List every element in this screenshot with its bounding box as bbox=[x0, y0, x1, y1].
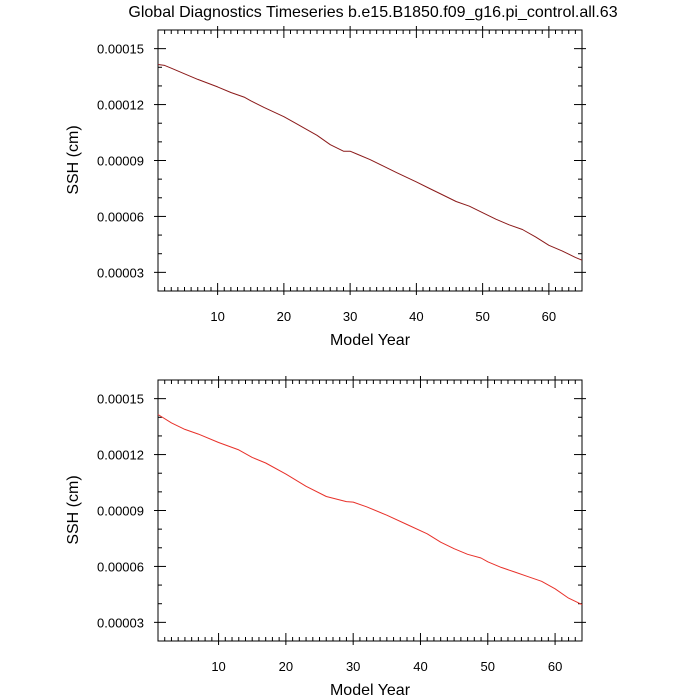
y-tick-label: 0.00015 bbox=[97, 42, 144, 57]
y-axis-label-bottom: SSH (cm) bbox=[65, 475, 82, 544]
x-tick-label: 30 bbox=[346, 659, 360, 674]
x-tick-label: 30 bbox=[343, 309, 357, 324]
y-tick-labels-bottom: 0.00003 0.00006 0.00009 0.00012 0.00015 bbox=[97, 392, 144, 631]
chart-title: Global Diagnostics Timeseries b.e15.B185… bbox=[128, 4, 617, 21]
y-tick-label: 0.00015 bbox=[97, 392, 144, 407]
x-tick-labels-bottom: 10 20 30 40 50 60 bbox=[211, 659, 562, 674]
series-line bbox=[157, 64, 583, 261]
panel-bottom: 10 20 30 40 50 60 0.00003 0.00006 0.00009 0.0001… bbox=[65, 376, 586, 699]
x-tick-label: 50 bbox=[475, 309, 489, 324]
x-tick-label: 10 bbox=[210, 309, 224, 324]
y-tick-label: 0.00012 bbox=[97, 448, 144, 463]
plot-frame-top bbox=[157, 29, 583, 292]
x-tick-label: 60 bbox=[548, 659, 562, 674]
plot-frame-bottom bbox=[157, 379, 583, 642]
panel-top: 10 20 30 40 50 60 0.00003 0.00006 0.00009 0.0001… bbox=[65, 26, 586, 349]
x-tick-label: 20 bbox=[277, 309, 291, 324]
ticks-top bbox=[154, 26, 586, 295]
x-tick-label: 40 bbox=[413, 659, 427, 674]
y-axis-label-top: SSH (cm) bbox=[65, 125, 82, 194]
series-bottom bbox=[157, 414, 583, 606]
ticks-bottom bbox=[154, 376, 586, 645]
y-tick-label: 0.00009 bbox=[97, 154, 144, 169]
x-tick-label: 60 bbox=[542, 309, 556, 324]
y-tick-label: 0.00006 bbox=[97, 559, 144, 574]
y-tick-label: 0.00003 bbox=[97, 265, 144, 280]
y-tick-labels-top: 0.00003 0.00006 0.00009 0.00012 0.00015 bbox=[97, 42, 144, 281]
y-tick-label: 0.00003 bbox=[97, 615, 144, 630]
x-axis-label-bottom: Model Year bbox=[330, 682, 411, 699]
series-line bbox=[157, 414, 583, 606]
y-tick-label: 0.00012 bbox=[97, 98, 144, 113]
x-tick-label: 40 bbox=[409, 309, 423, 324]
y-tick-label: 0.00009 bbox=[97, 504, 144, 519]
x-tick-label: 50 bbox=[481, 659, 495, 674]
y-tick-label: 0.00006 bbox=[97, 209, 144, 224]
x-tick-labels-top: 10 20 30 40 50 60 bbox=[210, 309, 556, 324]
x-tick-label: 20 bbox=[279, 659, 293, 674]
x-tick-label: 10 bbox=[211, 659, 225, 674]
series-top bbox=[157, 64, 583, 261]
x-axis-label-top: Model Year bbox=[330, 332, 411, 349]
